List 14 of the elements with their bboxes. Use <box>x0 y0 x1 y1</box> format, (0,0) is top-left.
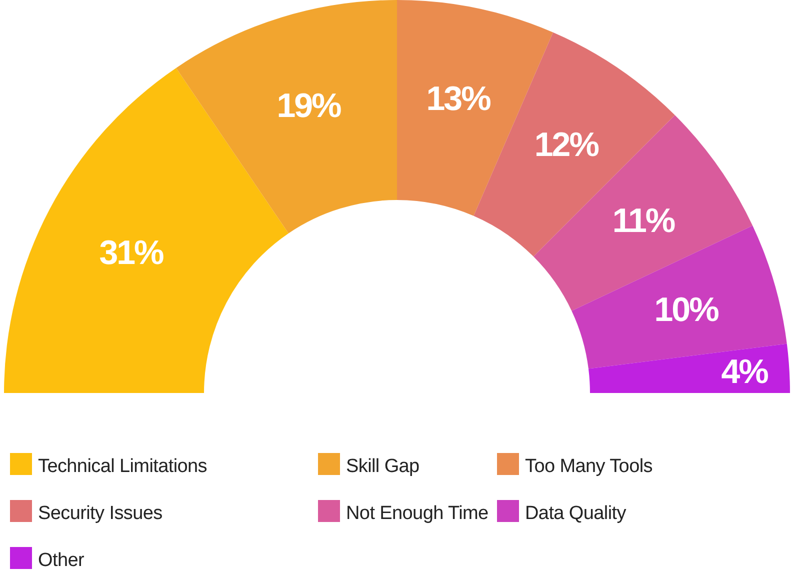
legend-label: Not Enough Time <box>346 503 488 524</box>
legend-label: Too Many Tools <box>525 456 652 477</box>
data-label: 13% <box>426 80 492 118</box>
data-label: 12% <box>534 126 600 164</box>
legend-label: Skill Gap <box>346 456 420 477</box>
legend-label: Security Issues <box>38 503 162 524</box>
legend-label: Technical Limitations <box>38 456 208 477</box>
data-label: 19% <box>276 87 342 126</box>
data-label: 4% <box>721 353 769 392</box>
data-label: 31% <box>99 234 164 272</box>
data-label: 10% <box>654 290 720 329</box>
legend-label: Other <box>38 550 85 571</box>
legend-label: Data Quality <box>525 503 627 524</box>
data-label: 11% <box>612 202 676 240</box>
